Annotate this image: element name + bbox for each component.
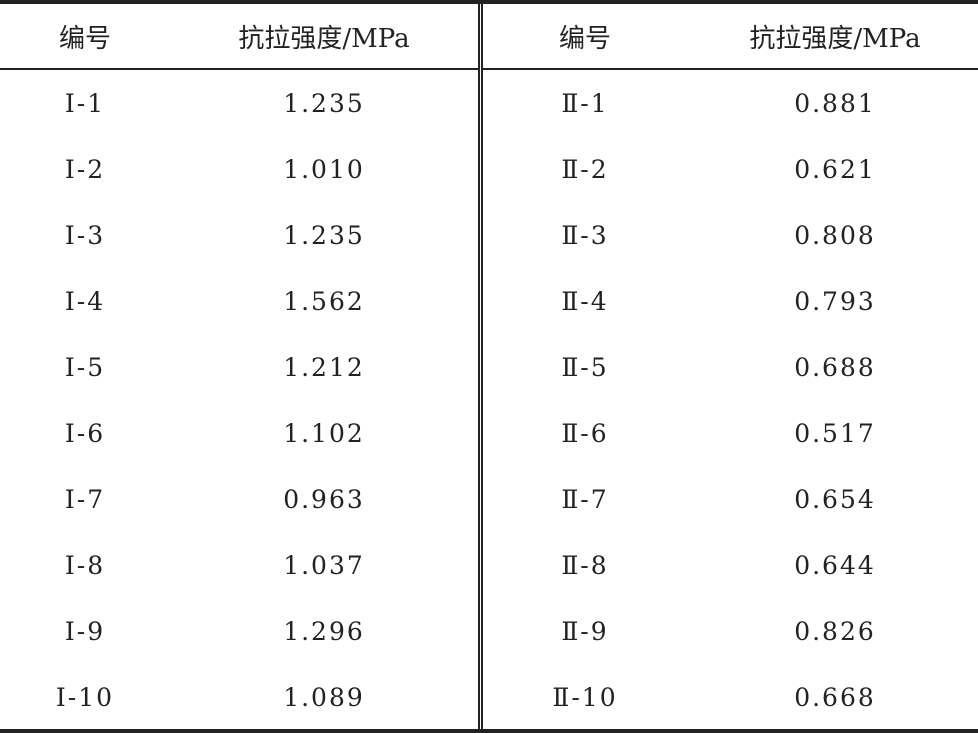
header-strength-1: 抗拉强度/MPa <box>170 4 481 70</box>
cell-id-1: Ⅰ-3 <box>64 220 106 250</box>
cell-strength-2: 0.654 <box>794 485 876 515</box>
table-row: Ⅰ-3 1.235 Ⅱ-3 0.808 <box>0 202 978 269</box>
cell-strength-2: 0.668 <box>794 683 876 713</box>
cell-strength-2: 0.644 <box>794 551 876 581</box>
header-row: 编号 抗拉强度/MPa 编号 抗拉强度/MPa <box>0 4 978 70</box>
cell-id-2: Ⅱ-3 <box>478 202 687 269</box>
cell-id-1: Ⅰ-9 <box>64 617 106 647</box>
cell-id-2: Ⅱ-5 <box>478 334 687 401</box>
table-row: Ⅰ-7 0.963 Ⅱ-7 0.654 <box>0 466 978 533</box>
cell-id-2: Ⅱ-2 <box>478 136 687 203</box>
table-row: Ⅰ-9 1.296 Ⅱ-9 0.826 <box>0 598 978 665</box>
cell-strength-1: 1.235 <box>283 88 365 118</box>
cell-strength-1: 1.562 <box>283 286 365 316</box>
cell-strength-1: 1.010 <box>283 154 365 184</box>
table-row: Ⅰ-6 1.102 Ⅱ-6 0.517 <box>0 400 978 467</box>
table-row: Ⅰ-5 1.212 Ⅱ-5 0.688 <box>0 334 978 401</box>
cell-id-1: Ⅰ-1 <box>64 88 106 118</box>
table-row: Ⅰ-8 1.037 Ⅱ-8 0.644 <box>0 532 978 599</box>
cell-strength-2: 0.881 <box>794 88 876 118</box>
cell-id-2: Ⅱ-4 <box>478 268 687 335</box>
cell-id-1: Ⅰ-5 <box>64 352 106 382</box>
table-row: Ⅰ-10 1.089 Ⅱ-10 0.668 <box>0 664 978 731</box>
cell-id-1: Ⅰ-7 <box>64 485 106 515</box>
cell-id-1: Ⅰ-8 <box>64 551 106 581</box>
cell-strength-1: 1.102 <box>283 419 365 449</box>
cell-id-2: Ⅱ-9 <box>478 598 687 665</box>
cell-id-1: Ⅰ-4 <box>64 286 106 316</box>
table-row: Ⅰ-1 1.235 Ⅱ-1 0.881 <box>0 69 978 137</box>
table-row: Ⅰ-2 1.010 Ⅱ-2 0.621 <box>0 136 978 203</box>
cell-strength-1: 1.212 <box>283 352 365 382</box>
cell-strength-2: 0.621 <box>794 154 876 184</box>
cell-id-2: Ⅱ-7 <box>478 466 687 533</box>
cell-strength-2: 0.517 <box>794 419 876 449</box>
cell-strength-1: 1.089 <box>283 683 365 713</box>
table-row: Ⅰ-4 1.562 Ⅱ-4 0.793 <box>0 268 978 335</box>
cell-strength-1: 1.037 <box>283 551 365 581</box>
cell-id-2: Ⅱ-8 <box>478 532 687 599</box>
table-body: Ⅰ-1 1.235 Ⅱ-1 0.881 Ⅰ-2 1.010 Ⅱ-2 0.621 Ⅰ-3 1.235… <box>0 69 978 731</box>
cell-strength-2: 0.826 <box>794 617 876 647</box>
cell-id-2: Ⅱ-6 <box>478 400 687 467</box>
cell-id-1: Ⅰ-6 <box>64 419 106 449</box>
tensile-strength-table: 编号 抗拉强度/MPa 编号 抗拉强度/MPa Ⅰ-1 1.235 Ⅱ-1 0.881… <box>0 4 978 731</box>
cell-id-2: Ⅱ-10 <box>478 664 687 731</box>
cell-strength-1: 1.296 <box>283 617 365 647</box>
header-strength-2: 抗拉强度/MPa <box>687 4 978 70</box>
cell-strength-1: 0.963 <box>283 485 365 515</box>
cell-strength-1: 1.235 <box>283 220 365 250</box>
header-id-1: 编号 <box>0 4 170 70</box>
cell-strength-2: 0.808 <box>794 220 876 250</box>
header-id-2: 编号 <box>478 4 687 70</box>
cell-id-1: Ⅰ-2 <box>64 154 106 184</box>
cell-id-1: Ⅰ-10 <box>55 683 115 713</box>
cell-strength-2: 0.688 <box>794 352 876 382</box>
cell-id-2: Ⅱ-1 <box>478 69 687 137</box>
cell-strength-2: 0.793 <box>794 286 876 316</box>
